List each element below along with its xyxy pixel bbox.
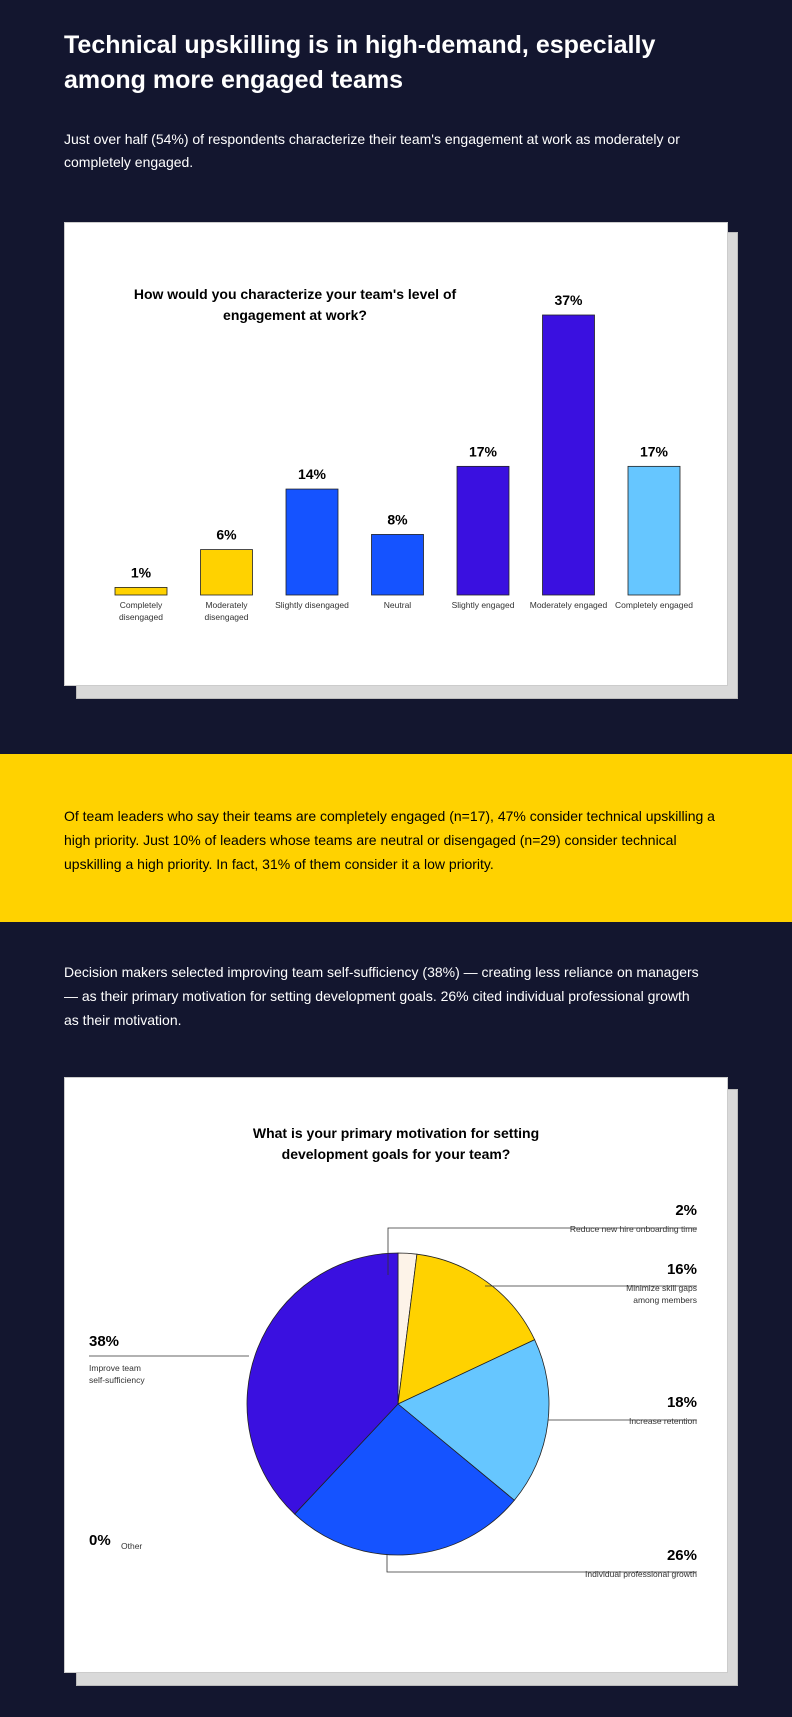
pie-chart-card: What is your primary motivation for sett… <box>64 1077 728 1673</box>
bar-value-label-3: 14% <box>298 466 327 482</box>
bar-6 <box>542 314 595 596</box>
pie-value-label-6: 0% <box>89 1532 111 1549</box>
bar-category-label-3: Slightly disengaged <box>275 600 349 610</box>
pie-slice-3 <box>397 1339 550 1501</box>
bar-category-label-5: Slightly engaged <box>452 600 515 610</box>
pie-slice-5 <box>246 1252 399 1515</box>
bar-category-label-2: Moderately disengaged <box>205 600 249 622</box>
bar-5 <box>456 465 510 596</box>
pie-chart-title: What is your primary motivation for sett… <box>253 1125 539 1162</box>
pie-value-label-2: 16% <box>667 1261 697 1278</box>
motivation-paragraph: Decision makers selected improving team … <box>64 964 699 1028</box>
bar-2 <box>200 549 253 596</box>
pie-value-label-1: 2% <box>675 1202 697 1219</box>
bar-value-label-1: 1% <box>131 564 152 580</box>
bar-category-label-7: Completely engaged <box>615 600 693 610</box>
bar-value-label-7: 17% <box>640 443 669 459</box>
callout-banner: Of team leaders who say their teams are … <box>0 754 792 922</box>
callout-text: Of team leaders who say their teams are … <box>64 808 715 872</box>
intro-paragraph: Just over half (54%) of respondents char… <box>64 131 680 170</box>
bar-value-label-2: 6% <box>216 527 237 543</box>
bar-4 <box>371 534 424 596</box>
bar-chart-card: How would you characterize your team's l… <box>64 222 728 686</box>
pie-value-label-4: 26% <box>667 1547 697 1564</box>
pie-category-label-1: Reduce new hire onboarding time <box>570 1224 697 1234</box>
engagement-bar-chart: How would you characterize your team's l… <box>114 286 693 622</box>
pie-category-label-4: Individual professional growth <box>585 1569 697 1579</box>
bar-1 <box>114 587 168 596</box>
bar-category-label-1: Completely disengaged <box>119 600 163 622</box>
bar-value-label-4: 8% <box>387 511 408 527</box>
pie-leader-line-1 <box>387 1227 697 1275</box>
pie-slice-4 <box>294 1403 515 1556</box>
motivation-pie-chart: What is your primary motivation for sett… <box>89 1125 697 1579</box>
bar-7 <box>627 465 681 596</box>
bar-chart-title: How would you characterize your team's l… <box>134 286 457 323</box>
page-title: Technical upskilling is in high-demand, … <box>64 31 656 94</box>
pie-value-label-3: 18% <box>667 1394 697 1411</box>
bar-category-label-6: Moderately engaged <box>530 600 608 610</box>
pie-leader-line-4 <box>386 1555 697 1573</box>
bar-category-label-4: Neutral <box>384 600 412 610</box>
pie-slice-2 <box>397 1253 536 1405</box>
bar-value-label-6: 37% <box>554 292 583 308</box>
pie-category-label-6: Other <box>121 1541 142 1551</box>
pie-category-label-2: Minimize skill gaps among members <box>626 1283 697 1305</box>
pie-category-label-3: Increase retention <box>629 1416 697 1426</box>
pie-category-label-5: Improve team self-sufficiency <box>89 1363 145 1385</box>
bar-value-label-5: 17% <box>469 443 498 459</box>
bar-3 <box>285 488 339 596</box>
pie-value-label-5: 38% <box>89 1333 119 1350</box>
